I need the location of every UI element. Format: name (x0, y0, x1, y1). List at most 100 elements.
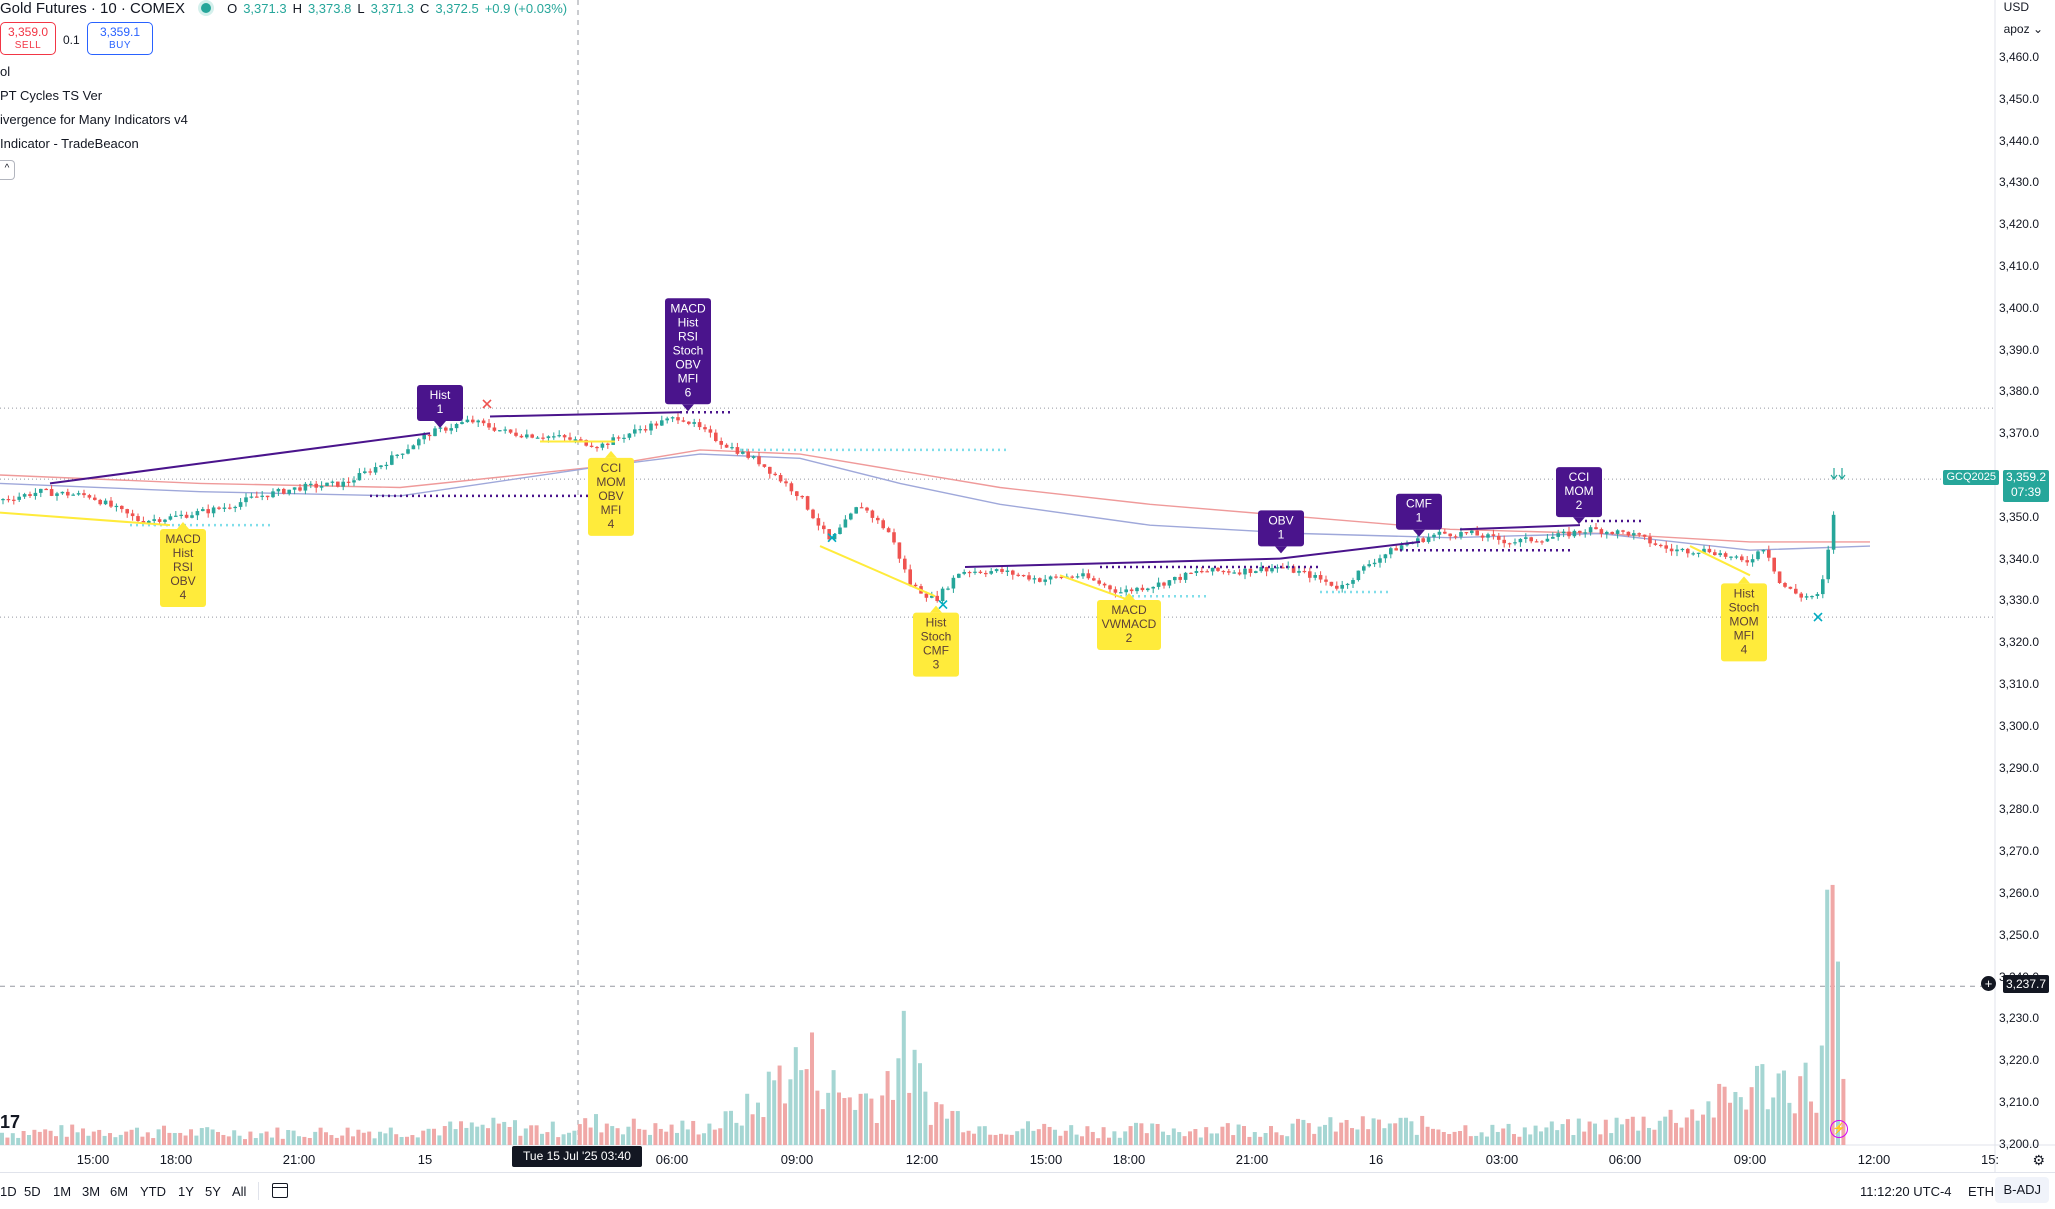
candle (525, 434, 529, 438)
candle (579, 439, 583, 441)
candle (946, 588, 950, 590)
volume-bar (1252, 1132, 1257, 1145)
volume-bar (1468, 1136, 1473, 1145)
price-tick-label: 3,210.0 (1998, 1095, 2039, 1109)
volume-bar (97, 1129, 102, 1145)
candle (1372, 562, 1377, 565)
candle (460, 422, 464, 424)
candle (573, 439, 578, 441)
sell-button[interactable]: 3,359.0 SELL (0, 22, 56, 55)
range-all-button[interactable]: All (232, 1184, 247, 1199)
signal-label-text: MFI (678, 371, 699, 385)
legend-tradebeacon[interactable]: Indicator - TradeBeacon (0, 136, 139, 151)
back-adjust-toggle[interactable]: B-ADJ (1995, 1177, 2049, 1203)
candle (1772, 557, 1776, 572)
signal-label-pointer (177, 521, 189, 529)
collapse-legend-button[interactable]: ^ (0, 160, 15, 180)
legend-volume[interactable]: ol (0, 64, 11, 79)
divergence-line (0, 511, 171, 527)
candle (913, 584, 918, 587)
range-1m-button[interactable]: 1M (53, 1184, 72, 1199)
volume-bar (259, 1133, 264, 1145)
range-1y-button[interactable]: 1Y (178, 1184, 194, 1199)
volume-bar (955, 1111, 960, 1145)
legend-divergence[interactable]: ivergence for Many Indicators v4 (0, 112, 188, 127)
bullish-signal-label (588, 457, 634, 536)
candle (109, 500, 113, 507)
candle (1416, 538, 1420, 543)
candle (654, 423, 659, 426)
legend-cycles[interactable]: PT Cycles TS Ver (0, 88, 103, 103)
volume-bar (372, 1138, 377, 1145)
candle (1443, 531, 1447, 534)
range-6m-button[interactable]: 6M (110, 1184, 129, 1199)
price-tick-label: 3,330.0 (1998, 593, 2039, 608)
volume-bar (1306, 1123, 1311, 1145)
candle (1129, 589, 1134, 592)
volume-bar (1090, 1131, 1095, 1145)
volume-bar (16, 1137, 21, 1145)
candle (649, 423, 653, 431)
candle (233, 506, 237, 509)
buy-button[interactable]: 3,359.1 BUY (87, 22, 153, 55)
logo[interactable]: 17 (0, 1112, 21, 1132)
candle (1588, 527, 1593, 533)
clock[interactable]: 11:12:20 UTC-4 (1860, 1184, 1952, 1199)
signal-label-text: CMF (923, 644, 949, 658)
candle (1378, 558, 1382, 563)
candle (417, 439, 421, 446)
candle (692, 422, 696, 424)
signal-label-text: 6 (685, 385, 692, 399)
range-5y-button[interactable]: 5Y (205, 1184, 221, 1199)
volume-bar (1787, 1102, 1792, 1145)
ohlc-low: 3,371.3 (370, 0, 414, 16)
last-price-tag: 3,359.2 07:39 (2003, 470, 2049, 502)
candle (1524, 537, 1528, 539)
candle (390, 455, 394, 465)
volume-bar (907, 1092, 912, 1145)
volume-bar (286, 1130, 291, 1145)
lightning-icon[interactable]: ⚡ (1830, 1120, 1848, 1138)
currency-selector[interactable]: USD (2003, 0, 2029, 14)
candle (12, 499, 16, 501)
symbol-title[interactable]: Gold Futures · 10 · COMEX (0, 0, 186, 17)
candle (400, 453, 405, 455)
volume-bar (680, 1120, 685, 1145)
volume-bar (345, 1127, 350, 1145)
volume-bar (977, 1126, 982, 1145)
gear-icon[interactable]: ⚙ (2032, 1152, 2045, 1168)
volume-bar (1333, 1131, 1338, 1145)
volume-bar (896, 1058, 901, 1145)
calendar-icon[interactable] (272, 1183, 288, 1198)
signal-label-text: 1 (437, 402, 444, 416)
volume-bar (1015, 1131, 1020, 1145)
candle (336, 481, 340, 487)
candle (1146, 588, 1150, 591)
volume-bar (1301, 1119, 1306, 1145)
range-5d-button[interactable]: 5D (24, 1184, 41, 1199)
signal-label-text: 4 (608, 517, 615, 531)
volume-bar (270, 1137, 274, 1145)
quantity-value[interactable]: 0.1 (63, 33, 80, 47)
volume-bar (421, 1130, 426, 1145)
range-3m-button[interactable]: 3M (82, 1184, 101, 1199)
volume-bar (388, 1127, 393, 1145)
volume-bar (1652, 1129, 1657, 1145)
add-alert-icon[interactable]: + (1981, 976, 1996, 991)
volume-bar (815, 1090, 820, 1145)
candle (762, 464, 767, 467)
volume-bar (1825, 889, 1830, 1145)
candle (1702, 548, 1706, 553)
range-ytd-button[interactable]: YTD (140, 1184, 166, 1199)
account-selector[interactable]: apoz ⌄ (2004, 22, 2043, 36)
candle (1308, 571, 1312, 578)
volume-bar (313, 1131, 318, 1145)
symbol-tag: GCQ2025 (1943, 470, 1999, 485)
candle (1497, 535, 1501, 540)
range-1d-button[interactable]: 1D (0, 1184, 17, 1199)
candle (427, 434, 432, 437)
session-toggle[interactable]: ETH (1968, 1184, 1994, 1199)
volume-bar (1506, 1123, 1511, 1145)
signal-label-pointer (1738, 576, 1750, 584)
